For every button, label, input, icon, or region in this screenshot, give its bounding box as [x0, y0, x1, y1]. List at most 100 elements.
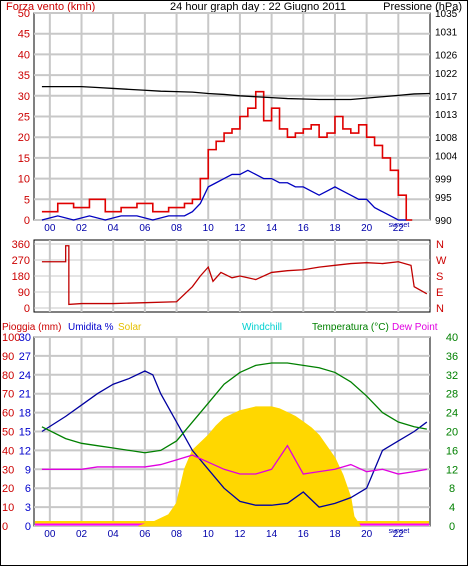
humidity-line — [41, 370, 428, 508]
wind-average-line — [41, 169, 407, 221]
panel1-grid — [34, 12, 430, 221]
y-tick-left: 0 — [24, 215, 30, 227]
x-tick-label: 18 — [329, 529, 341, 540]
wind-direction-line — [41, 245, 428, 306]
x-tick-label: 18 — [329, 223, 341, 234]
x-tick-label: 08 — [171, 223, 183, 234]
dewpoint-line — [41, 444, 427, 475]
solar-label: Solar — [118, 322, 142, 333]
y-tick-temp: 40 — [446, 332, 458, 344]
wind-gust-line — [41, 90, 413, 221]
y-tick-right: 999 — [435, 175, 452, 186]
x-tick-label: 22 — [393, 223, 405, 234]
humidity-label: Umidita % — [68, 322, 114, 333]
y-tick-left: 45 — [18, 29, 30, 41]
y-tick-solar: 6 — [25, 483, 31, 495]
y-tick-temp: 36 — [446, 351, 458, 363]
y-tick-right: 1022 — [435, 69, 458, 80]
y-tick-direction: 270 — [12, 255, 30, 267]
x-tick-label: 22 — [393, 529, 405, 540]
y-tick-right: 990 — [435, 216, 452, 227]
y-tick-left: 25 — [18, 112, 30, 124]
y-tick-right: 995 — [435, 193, 452, 204]
y-tick-right: 1004 — [435, 152, 458, 163]
y-tick-rain: 30 — [2, 464, 14, 476]
y-tick-temp: 8 — [449, 483, 455, 495]
y-tick-left: 5 — [24, 194, 30, 206]
y-tick-solar: 9 — [25, 464, 31, 476]
x-tick-label: 10 — [203, 529, 215, 540]
y-tick-rain: 0 — [2, 521, 8, 533]
x-tick-label: 08 — [171, 529, 183, 540]
y-tick-right: 1026 — [435, 50, 458, 61]
y-tick-right: 1035 — [435, 9, 458, 20]
x-tick-label: 04 — [108, 223, 120, 234]
y-tick-rain: 60 — [2, 408, 14, 420]
temperature-line — [41, 362, 427, 454]
y-tick-solar: 0 — [25, 521, 31, 533]
sunset-label: sunset — [389, 528, 410, 535]
x-tick-label: 02 — [76, 529, 88, 540]
solar-area — [138, 406, 362, 527]
y-tick-temp: 24 — [446, 408, 458, 420]
y-tick-right: 1017 — [435, 92, 458, 103]
panel2-series — [41, 245, 428, 306]
y-tick-rain: 100 — [2, 332, 20, 344]
y-tick-temp: 16 — [446, 445, 458, 457]
y-tick-solar: 12 — [19, 445, 31, 457]
y-tick-solar: 3 — [25, 502, 31, 514]
y-tick-solar: 18 — [19, 408, 31, 420]
x-tick-label: 06 — [139, 529, 151, 540]
y-tick-solar: 30 — [19, 332, 31, 344]
x-tick-label: 14 — [266, 223, 278, 234]
compass-label: W — [436, 255, 447, 267]
pressure-line — [41, 85, 431, 101]
windchill-label: Windchill — [242, 322, 282, 333]
x-tick-label: 16 — [298, 529, 310, 540]
y-tick-solar: 24 — [19, 370, 31, 382]
x-tick-label: 16 — [298, 223, 310, 234]
panel1-series — [41, 85, 431, 221]
compass-label: N — [436, 239, 444, 251]
y-tick-right: 1013 — [435, 110, 458, 121]
y-tick-rain: 20 — [2, 483, 14, 495]
y-tick-temp: 0 — [449, 521, 455, 533]
y-tick-temp: 12 — [446, 464, 458, 476]
y-tick-rain: 40 — [2, 445, 14, 457]
x-tick-label: 14 — [266, 529, 278, 540]
y-tick-left: 20 — [18, 132, 30, 144]
y-tick-left: 40 — [18, 49, 30, 61]
y-tick-solar: 15 — [19, 427, 31, 439]
x-tick-label: 10 — [203, 223, 215, 234]
y-tick-rain: 70 — [2, 389, 14, 401]
y-tick-rain: 80 — [2, 370, 14, 382]
y-tick-rain: 90 — [2, 351, 14, 363]
x-tick-label: 12 — [234, 529, 246, 540]
y-tick-direction: 360 — [12, 239, 30, 251]
y-tick-left: 50 — [18, 8, 30, 20]
y-tick-left: 35 — [18, 70, 30, 82]
compass-label: S — [436, 271, 443, 283]
x-tick-label: 20 — [361, 223, 373, 234]
y-tick-right: 1031 — [435, 27, 458, 38]
y-tick-left: 10 — [18, 174, 30, 186]
y-tick-direction: 0 — [24, 303, 30, 315]
sunset-label: sunset — [389, 222, 410, 229]
wind-speed-title: Forza vento (kmh) — [6, 1, 95, 13]
panel3-series — [35, 362, 429, 527]
x-tick-label: 02 — [76, 223, 88, 234]
y-tick-left: 30 — [18, 91, 30, 103]
dewpoint-label: Dew Point — [392, 322, 438, 333]
y-tick-temp: 28 — [446, 389, 458, 401]
y-tick-rain: 10 — [2, 502, 14, 514]
y-tick-solar: 27 — [19, 351, 31, 363]
compass-label: N — [436, 303, 444, 315]
panel2-grid — [34, 240, 430, 312]
pressure-title: Pressione (hPa) — [383, 1, 462, 13]
y-tick-direction: 180 — [12, 271, 30, 283]
x-tick-label: 12 — [234, 223, 246, 234]
x-tick-label: 00 — [44, 223, 56, 234]
y-tick-right: 1008 — [435, 133, 458, 144]
x-tick-label: 20 — [361, 529, 373, 540]
